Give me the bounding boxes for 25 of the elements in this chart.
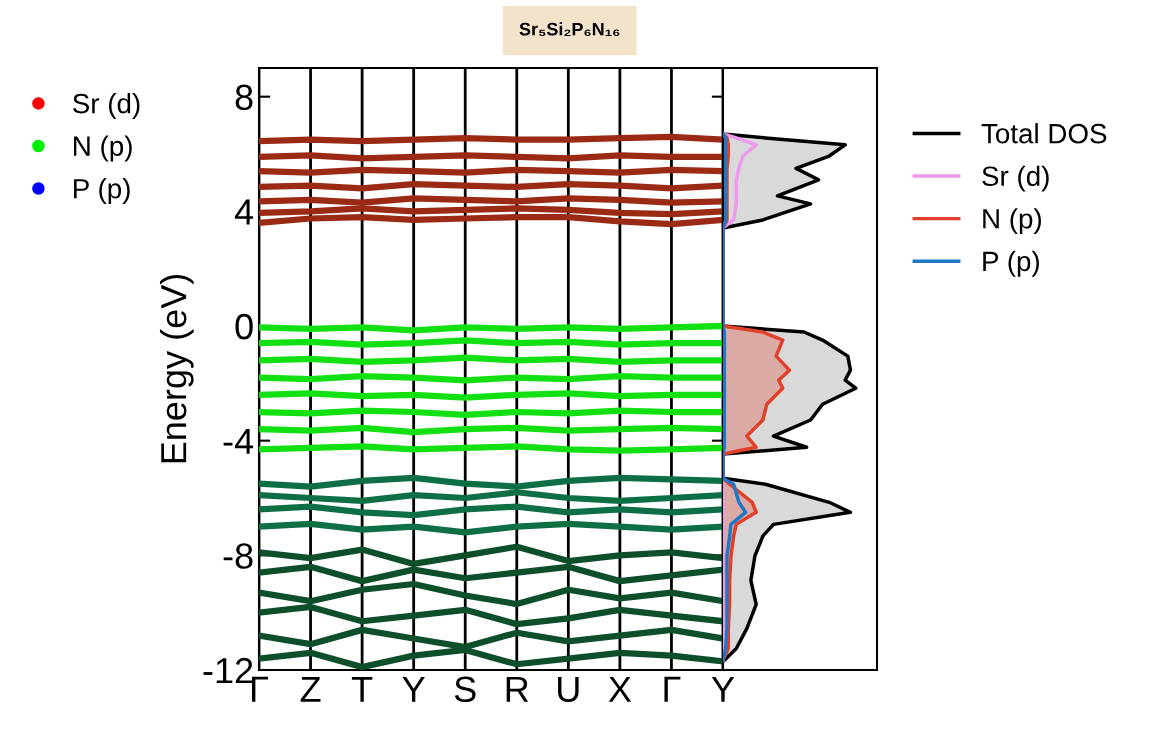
legend-label: N (p)	[74, 135, 132, 162]
x-tick-label: U	[558, 676, 579, 703]
legend-label: Sr (d)	[982, 165, 1049, 192]
legend-label: P (p)	[983, 250, 1039, 277]
x-tick-label: S	[454, 676, 476, 703]
x-tick-label: Γ	[252, 676, 268, 702]
legend-label: P (p)	[74, 178, 130, 205]
x-tick-label: Z	[300, 676, 321, 702]
x-tick-label: Y	[711, 676, 735, 702]
y-tick-label: 4	[234, 199, 254, 225]
x-tick-label: Γ	[664, 676, 681, 702]
x-tick-label: T	[351, 676, 373, 702]
legend-label: Sr (d)	[73, 93, 140, 119]
x-tick-label: Y	[402, 676, 425, 702]
y-tick-label: 8	[235, 84, 253, 111]
y-tick-label: -4	[223, 428, 254, 454]
x-tick-label: R	[506, 676, 529, 702]
y-tick-label: 0	[235, 313, 253, 340]
legend-label: N (p)	[983, 208, 1041, 235]
chart-title: Sr₅Si₂P₆N₁₆	[519, 22, 620, 37]
y-axis-title: Energy (eV)	[159, 274, 194, 463]
x-tick-label: X	[608, 676, 632, 702]
y-tick-label: -12	[203, 657, 253, 684]
y-tick-label: -8	[223, 543, 253, 569]
legend-label: Total DOS	[981, 123, 1107, 144]
